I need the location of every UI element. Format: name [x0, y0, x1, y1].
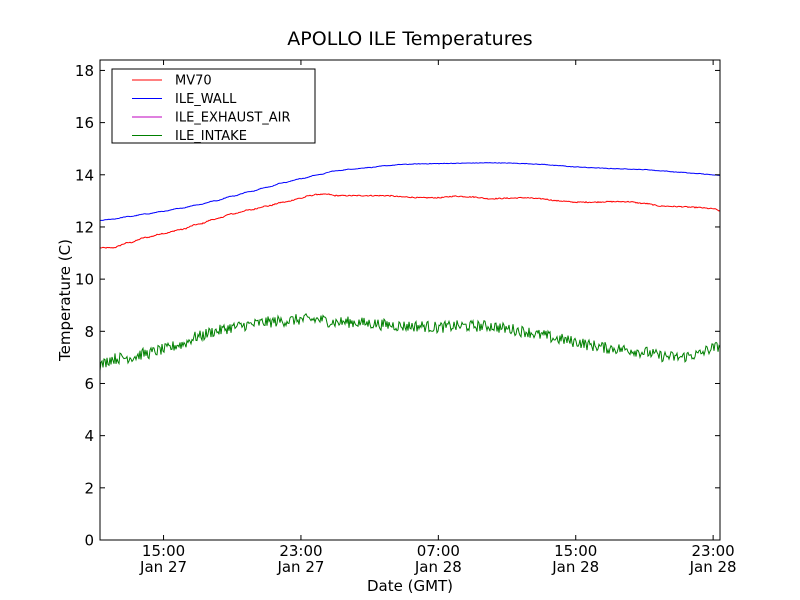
plot-frame [99, 59, 721, 541]
legend: MV70 ILE_WALL ILE_EXHAUST_AIR ILE_INTAKE [111, 68, 316, 144]
y-axis-label: Temperature (C) [56, 239, 74, 362]
y-tick-label: 2 [84, 479, 94, 497]
x-tick-label-date: Jan 28 [689, 558, 737, 576]
y-tick-label: 4 [84, 427, 94, 445]
x-tick-label-time: 23:00 [692, 542, 735, 560]
legend-label: ILE_EXHAUST_AIR [175, 111, 291, 126]
x-tick-label-time: 15:00 [554, 542, 597, 560]
x-tick-label-date: Jan 28 [551, 558, 599, 576]
x-tick-label-date: Jan 27 [276, 558, 324, 576]
y-tick-label: 0 [84, 532, 94, 550]
y-tick-label: 12 [75, 218, 94, 236]
legend-label: ILE_INTAKE [175, 129, 247, 144]
y-tick-label: 10 [75, 271, 94, 289]
legend-box [111, 68, 316, 144]
x-tick-label-time: 23:00 [279, 542, 322, 560]
y-tick-label: 18 [75, 62, 94, 80]
y-tick-label: 6 [84, 375, 94, 393]
x-tick-label-date: Jan 28 [414, 558, 462, 576]
legend-label: MV70 [175, 74, 212, 89]
y-tick-label: 14 [75, 166, 94, 184]
y-tick-label: 8 [84, 323, 94, 341]
legend-label: ILE_WALL [175, 92, 237, 107]
x-tick-label-time: 15:00 [142, 542, 185, 560]
series-layer [99, 162, 721, 371]
chart-title: APOLLO ILE Temperatures [287, 28, 532, 50]
x-tick-label-date: Jan 27 [139, 558, 187, 576]
x-axis-label: Date (GMT) [367, 577, 453, 595]
series-line-ile-intake [99, 313, 721, 371]
y-tick-label: 16 [75, 114, 94, 132]
x-tick-label-time: 07:00 [417, 542, 460, 560]
series-line-mv70 [99, 193, 721, 249]
series-line-ile-wall [99, 162, 721, 221]
